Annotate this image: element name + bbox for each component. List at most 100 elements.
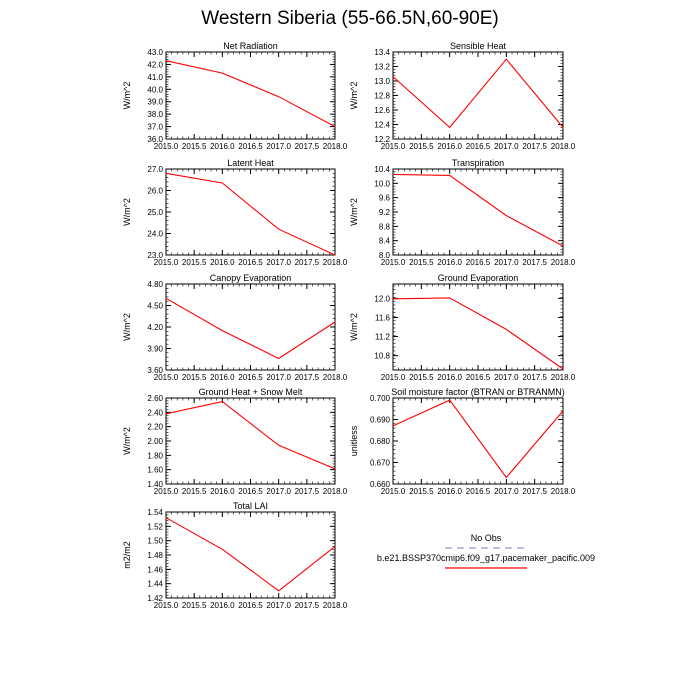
x-tick-label: 2017.0	[494, 258, 519, 267]
x-tick-label: 2015.0	[154, 601, 179, 610]
panel-title: Canopy Evaporation	[210, 273, 292, 283]
y-tick-label: 11.2	[375, 333, 391, 342]
y-tick-label: 9.2	[379, 208, 391, 217]
y-axis-label: W/m^2	[349, 198, 359, 226]
panel-title: Total LAI	[233, 501, 268, 511]
y-tick-label: 1.54	[147, 508, 163, 517]
x-tick-label: 2017.0	[266, 258, 291, 267]
series-line	[392, 58, 564, 129]
x-tick-label: 2018.0	[551, 373, 576, 382]
x-tick-label: 2016.0	[210, 487, 235, 496]
x-tick-label: 2015.0	[154, 142, 179, 151]
x-tick-label: 2017.0	[494, 373, 519, 382]
series-line	[165, 172, 336, 256]
x-tick-label: 2016.5	[238, 258, 263, 267]
panel-title: Net Radiation	[223, 41, 278, 51]
x-tick-label: 2018.0	[551, 487, 576, 496]
x-tick-label: 2015.5	[409, 373, 434, 382]
x-tick-label: 2017.5	[295, 601, 320, 610]
y-tick-label: 3.60	[147, 366, 163, 375]
y-axis-label: W/m^2	[349, 82, 359, 110]
x-tick-label: 2018.0	[323, 601, 348, 610]
y-tick-label: 1.60	[147, 466, 163, 475]
y-axis-label: W/m^2	[122, 313, 132, 341]
y-tick-label: 12.8	[374, 92, 390, 101]
plot-frame	[392, 168, 564, 256]
y-tick-label: 9.6	[379, 194, 391, 203]
x-tick-label: 2016.0	[210, 373, 235, 382]
x-tick-label: 2016.0	[210, 601, 235, 610]
panel-title: Sensible Heat	[450, 41, 507, 51]
y-tick-label: 2.20	[147, 423, 163, 432]
x-tick-label: 2016.0	[210, 142, 235, 151]
y-axis-label: W/m^2	[122, 82, 132, 110]
y-tick-label: 42.0	[147, 60, 163, 69]
x-tick-label: 2015.5	[182, 601, 207, 610]
series-line	[165, 517, 336, 592]
y-tick-label: 8.4	[379, 237, 391, 246]
x-tick-label: 2015.5	[409, 142, 434, 151]
panel-title: Ground Heat + Snow Melt	[199, 387, 303, 397]
x-tick-label: 2017.5	[295, 258, 320, 267]
y-tick-label: 13.0	[374, 77, 390, 86]
chart-panel-2: Sensible Heat W/m^2 2015.0 2015.5 2016.0 2016…	[349, 41, 576, 151]
y-tick-label: 1.52	[147, 522, 163, 531]
legend: No Obs b.e21.BSSP370cmip6.f09_g17.pacemak…	[377, 533, 595, 569]
x-tick-label: 2018.0	[551, 258, 576, 267]
x-tick-label: 2016.0	[437, 258, 462, 267]
series-line	[165, 401, 336, 470]
x-tick-label: 2016.0	[437, 373, 462, 382]
y-axis-label: unitless	[349, 425, 359, 456]
plot-frame	[165, 168, 336, 256]
x-tick-label: 2018.0	[551, 142, 576, 151]
chart-panel-1: Net Radiation W/m^2 2015.0 2015.5 2016.0 2016…	[122, 41, 348, 151]
plot-frame	[392, 283, 564, 371]
x-tick-label: 2017.5	[295, 487, 320, 496]
x-tick-label: 2015.5	[409, 258, 434, 267]
y-tick-label: 23.0	[147, 251, 163, 260]
x-tick-label: 2016.5	[238, 373, 263, 382]
y-tick-label: 37.0	[147, 123, 163, 132]
y-tick-label: 1.48	[147, 551, 163, 560]
y-tick-label: 13.2	[374, 63, 390, 72]
y-tick-label: 0.670	[370, 459, 391, 468]
x-tick-label: 2016.0	[437, 142, 462, 151]
x-tick-label: 2015.0	[381, 487, 406, 496]
y-tick-label: 13.4	[374, 48, 390, 57]
x-tick-label: 2016.5	[238, 142, 263, 151]
y-tick-label: 0.680	[370, 437, 391, 446]
x-tick-label: 2016.0	[210, 258, 235, 267]
x-tick-label: 2017.5	[522, 487, 547, 496]
panel-title: Transpiration	[452, 158, 504, 168]
y-tick-label: 0.690	[370, 416, 391, 425]
x-tick-label: 2015.5	[182, 373, 207, 382]
x-tick-label: 2015.5	[182, 258, 207, 267]
x-tick-label: 2017.5	[295, 142, 320, 151]
y-tick-label: 27.0	[147, 165, 163, 174]
y-tick-label: 36.0	[147, 135, 163, 144]
panel-title: Soil moisture factor (BTRAN or BTRANMN)	[391, 387, 565, 397]
y-tick-label: 4.80	[147, 280, 163, 289]
plot-frame	[165, 397, 336, 485]
chart-panel-7: Ground Heat + Snow Melt W/m^2 2015.0 2015.5…	[122, 387, 348, 496]
y-tick-label: 12.2	[374, 135, 390, 144]
x-tick-label: 2017.5	[522, 142, 547, 151]
y-tick-label: 43.0	[147, 48, 163, 57]
x-tick-label: 2015.5	[409, 487, 434, 496]
y-tick-label: 2.00	[147, 437, 163, 446]
y-tick-label: 1.46	[147, 565, 163, 574]
x-tick-label: 2015.0	[381, 373, 406, 382]
y-tick-label: 10.0	[374, 179, 390, 188]
legend-label-no-obs: No Obs	[471, 533, 502, 543]
plot-frame	[392, 51, 564, 140]
x-tick-label: 2016.5	[466, 258, 491, 267]
figure-title: Western Siberia (55-66.5N,60-90E)	[201, 8, 499, 29]
x-tick-label: 2015.5	[182, 142, 207, 151]
x-tick-label: 2015.0	[381, 142, 406, 151]
x-tick-label: 2015.0	[154, 373, 179, 382]
y-tick-label: 0.700	[370, 394, 391, 403]
